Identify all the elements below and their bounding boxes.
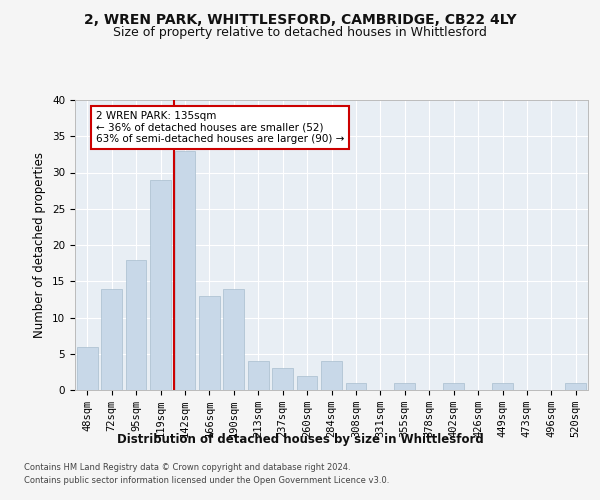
Bar — [150, 180, 171, 390]
Bar — [101, 288, 122, 390]
Bar — [77, 346, 98, 390]
Bar — [492, 383, 513, 390]
Bar — [125, 260, 146, 390]
Bar — [175, 151, 196, 390]
Bar — [394, 383, 415, 390]
Text: Contains public sector information licensed under the Open Government Licence v3: Contains public sector information licen… — [24, 476, 389, 485]
Bar — [443, 383, 464, 390]
Bar — [223, 288, 244, 390]
Bar — [272, 368, 293, 390]
Text: Size of property relative to detached houses in Whittlesford: Size of property relative to detached ho… — [113, 26, 487, 39]
Bar — [565, 383, 586, 390]
Bar — [248, 361, 269, 390]
Bar — [321, 361, 342, 390]
Text: 2 WREN PARK: 135sqm
← 36% of detached houses are smaller (52)
63% of semi-detach: 2 WREN PARK: 135sqm ← 36% of detached ho… — [96, 111, 344, 144]
Y-axis label: Number of detached properties: Number of detached properties — [34, 152, 46, 338]
Text: 2, WREN PARK, WHITTLESFORD, CAMBRIDGE, CB22 4LY: 2, WREN PARK, WHITTLESFORD, CAMBRIDGE, C… — [83, 12, 517, 26]
Text: Contains HM Land Registry data © Crown copyright and database right 2024.: Contains HM Land Registry data © Crown c… — [24, 462, 350, 471]
Bar — [296, 376, 317, 390]
Text: Distribution of detached houses by size in Whittlesford: Distribution of detached houses by size … — [116, 432, 484, 446]
Bar — [199, 296, 220, 390]
Bar — [346, 383, 367, 390]
